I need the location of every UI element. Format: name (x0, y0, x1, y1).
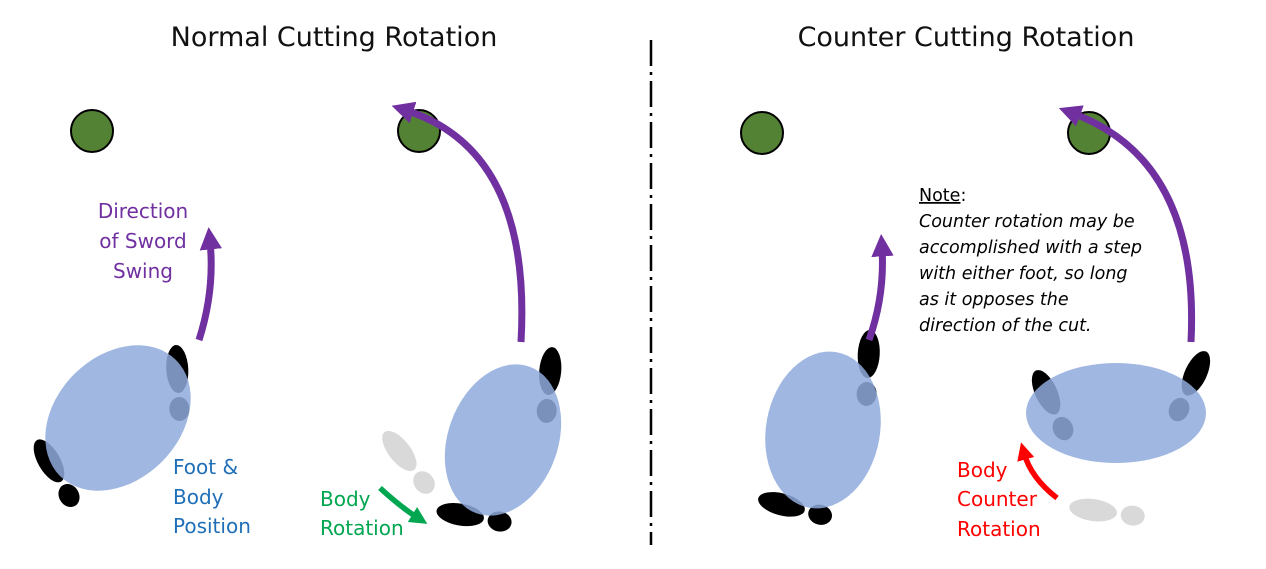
svg-text:Counter: Counter (957, 487, 1038, 511)
svg-text:Counter rotation may be: Counter rotation may be (919, 212, 1135, 232)
swing-arrow-icon (865, 234, 894, 342)
body-counter-rotation-label: Body Counter Rotation (957, 458, 1041, 541)
svg-text:Position: Position (173, 514, 251, 538)
rotation-arrow-icon (378, 485, 428, 524)
right-title: Counter Cutting Rotation (798, 22, 1135, 53)
body-oval (765, 351, 881, 509)
svg-text:Direction: Direction (98, 199, 188, 223)
note-heading: Note: (919, 186, 966, 206)
swing-arrow-icon (391, 101, 526, 343)
svg-text:Rotation: Rotation (957, 517, 1041, 541)
counter-rotation-arrow-icon (1017, 442, 1059, 501)
svg-text:Rotation: Rotation (320, 516, 404, 540)
svg-text:Foot &: Foot & (173, 455, 238, 479)
swing-arrow-icon (1058, 105, 1196, 343)
sword-swing-label: Direction of Sword Swing (98, 199, 188, 283)
svg-text:accomplished with a step: accomplished with a step (919, 238, 1142, 258)
svg-text:direction of the cut.: direction of the cut. (919, 316, 1092, 336)
body-oval (1026, 363, 1206, 463)
swing-arrow-icon (195, 227, 222, 342)
svg-text:as it opposes the: as it opposes the (919, 290, 1069, 310)
body-rotation-label: Body Rotation (320, 487, 404, 540)
svg-text:with either foot, so long: with either foot, so long (919, 264, 1128, 284)
foot-body-position-label: Foot & Body Position (173, 455, 251, 538)
body-oval (45, 345, 191, 491)
ghost-footprint-icon (1067, 495, 1147, 529)
svg-text:of Sword: of Sword (99, 229, 187, 253)
target-circle-icon (70, 109, 114, 153)
counter-rotation-note: Note: Counter rotation may be accomplish… (919, 186, 1142, 336)
body-oval (444, 364, 562, 516)
svg-text:Body: Body (173, 485, 224, 509)
svg-text:Swing: Swing (113, 259, 173, 283)
left-title: Normal Cutting Rotation (171, 22, 498, 53)
target-circle-icon (740, 111, 784, 155)
svg-text:Body: Body (320, 487, 371, 511)
ghost-footprint-icon (375, 425, 441, 499)
svg-text:Body: Body (957, 458, 1008, 482)
